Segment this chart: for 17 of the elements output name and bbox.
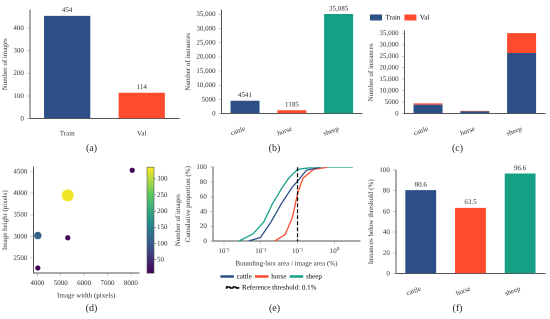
text: (f)	[452, 302, 464, 316]
text: (e)	[268, 302, 282, 316]
text: (a)	[84, 142, 98, 156]
point	[65, 234, 70, 240]
point	[35, 264, 40, 270]
text: (c)	[450, 142, 464, 156]
bar	[324, 14, 354, 114]
text: (b)	[268, 142, 282, 156]
bar	[405, 190, 436, 273]
point	[130, 167, 135, 172]
bar	[230, 100, 260, 114]
bar	[507, 33, 536, 54]
bar	[414, 104, 443, 114]
text: (d)	[84, 302, 98, 316]
bar	[504, 173, 536, 273]
bar	[507, 53, 536, 114]
bar	[455, 207, 486, 273]
